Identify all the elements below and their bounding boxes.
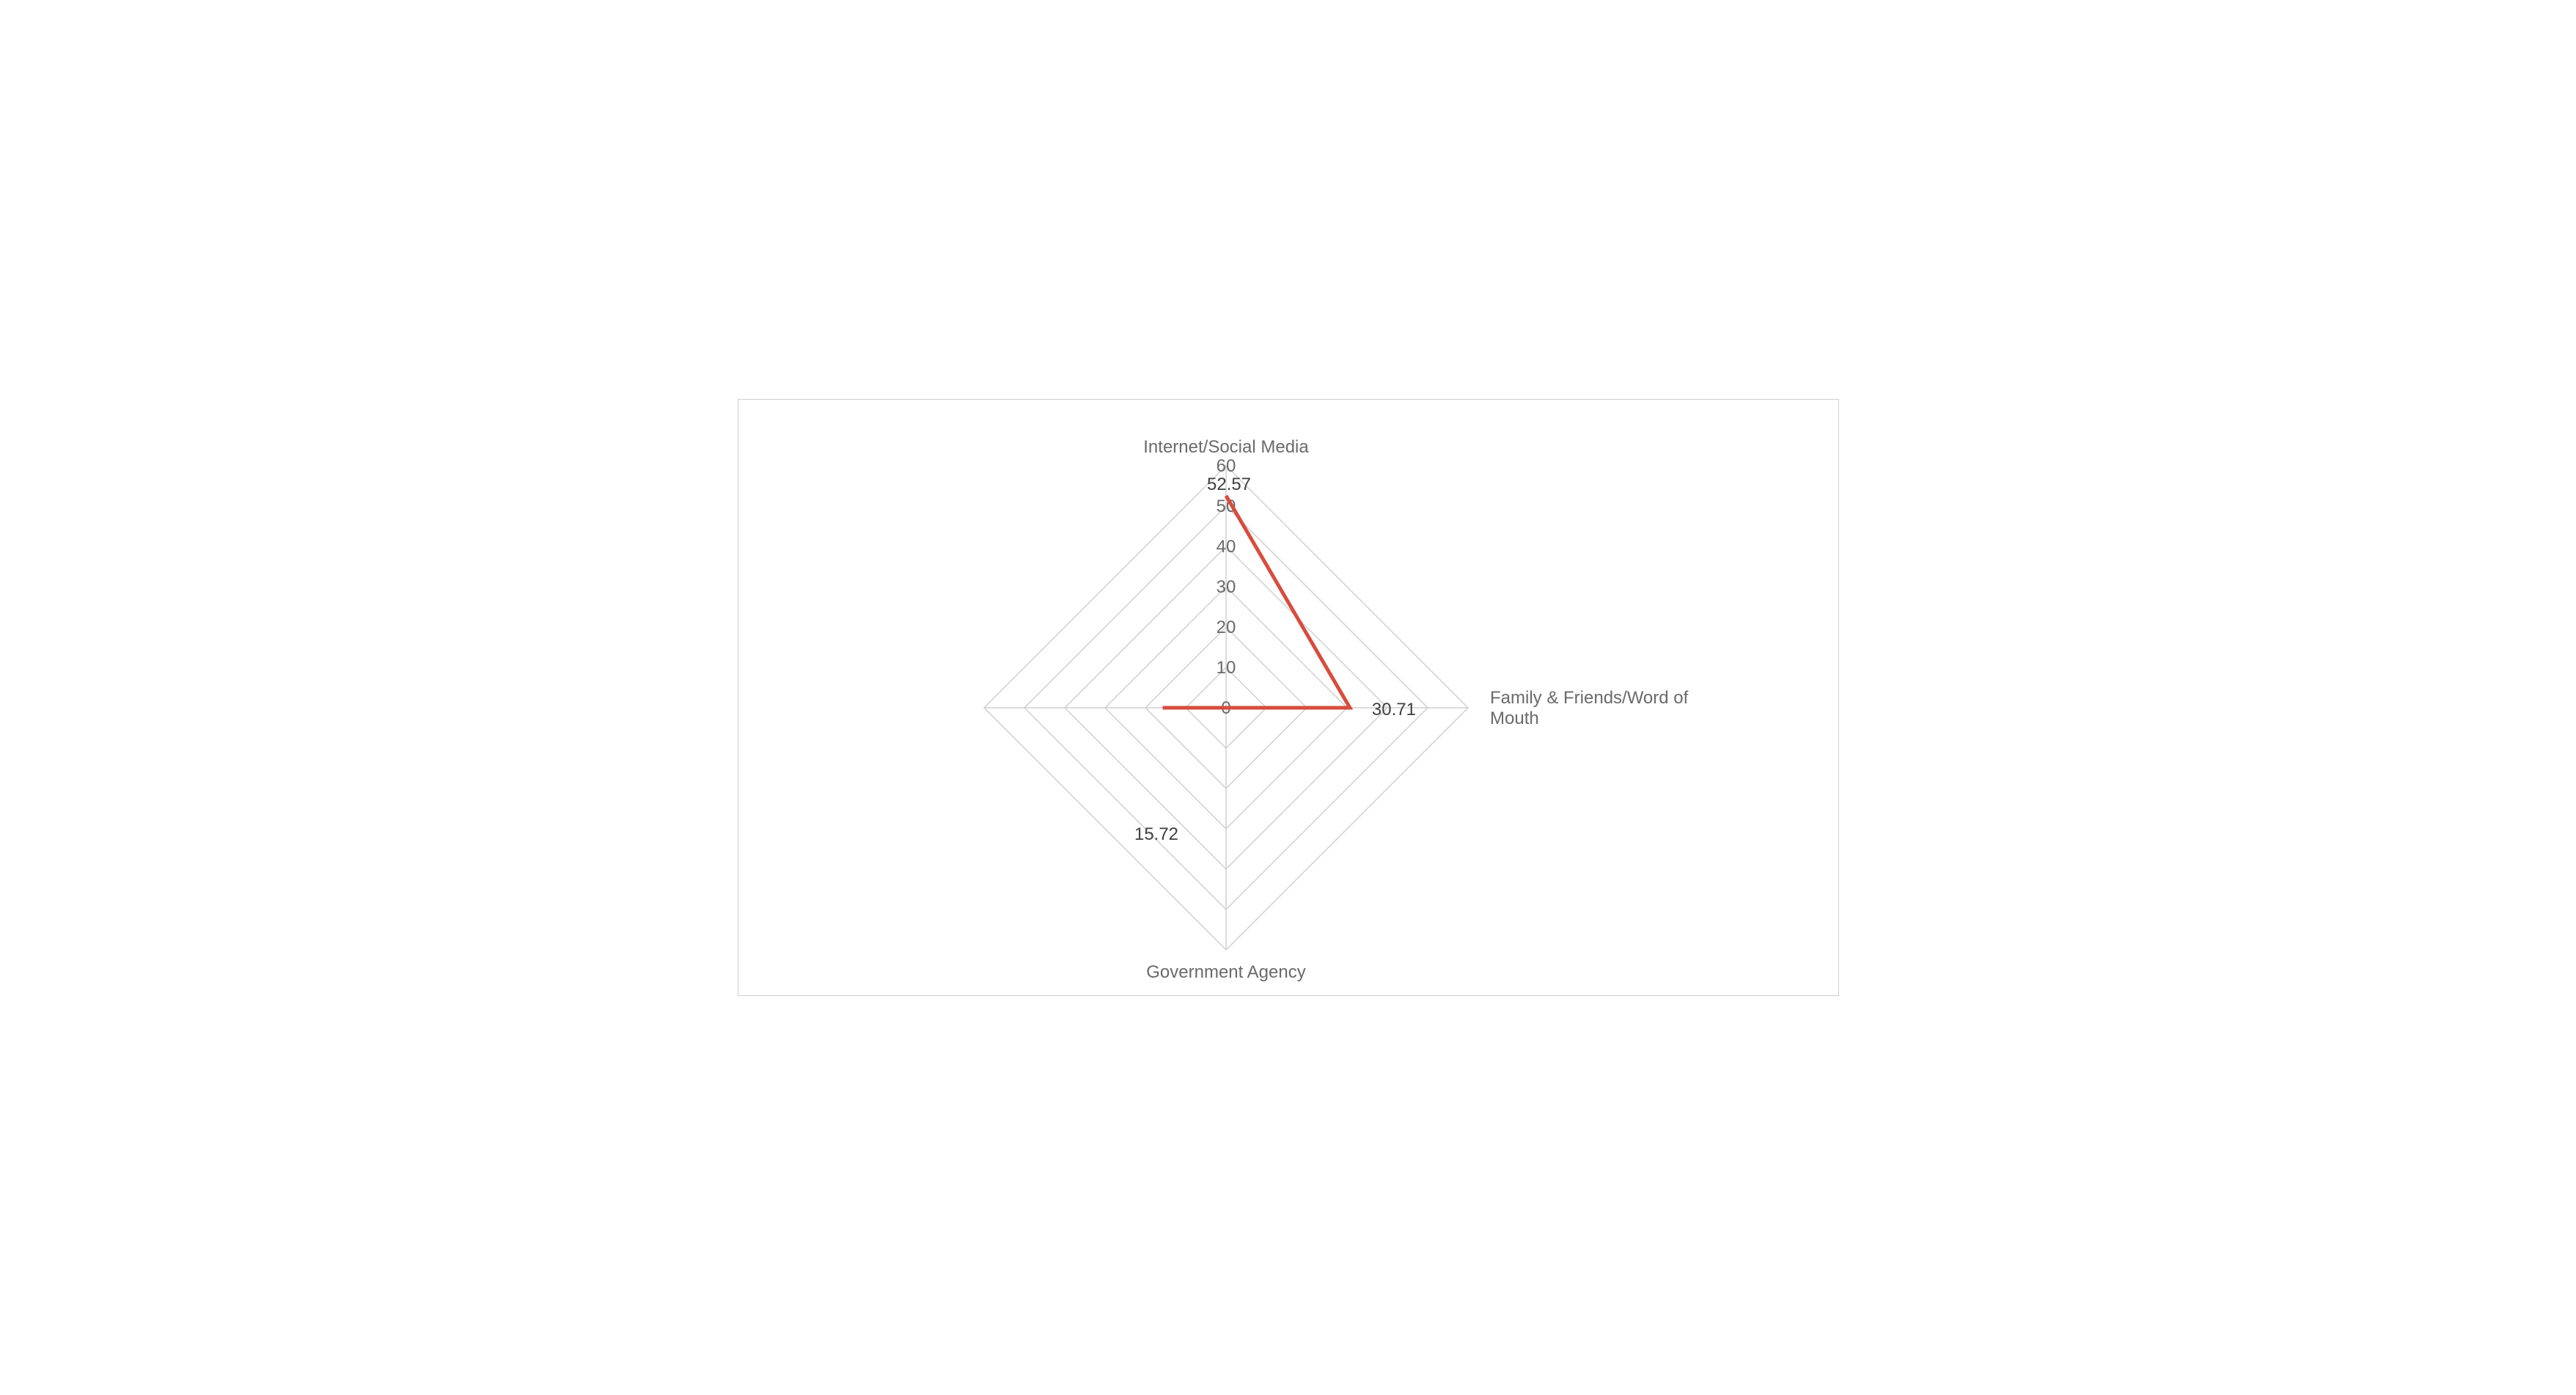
tick-label: 40 bbox=[1216, 537, 1236, 557]
data-value-label: 52.57 bbox=[1206, 475, 1250, 494]
radar-chart-svg: 0102030405060Internet/Social MediaFamily… bbox=[738, 400, 1838, 995]
category-label: Internet/Social Media bbox=[1143, 437, 1309, 457]
tick-label: 20 bbox=[1216, 618, 1236, 637]
tick-label: 60 bbox=[1216, 456, 1236, 476]
category-label: Family & Friends/Word ofMouth bbox=[1490, 688, 1689, 728]
tick-label: 30 bbox=[1216, 577, 1236, 597]
category-label: Government Agency bbox=[1146, 962, 1305, 982]
tick-label: 10 bbox=[1216, 658, 1236, 678]
data-value-label: 30.71 bbox=[1371, 700, 1415, 720]
radar-chart-container: 0102030405060Internet/Social MediaFamily… bbox=[738, 399, 1839, 996]
data-value-label: 15.72 bbox=[1134, 824, 1178, 844]
